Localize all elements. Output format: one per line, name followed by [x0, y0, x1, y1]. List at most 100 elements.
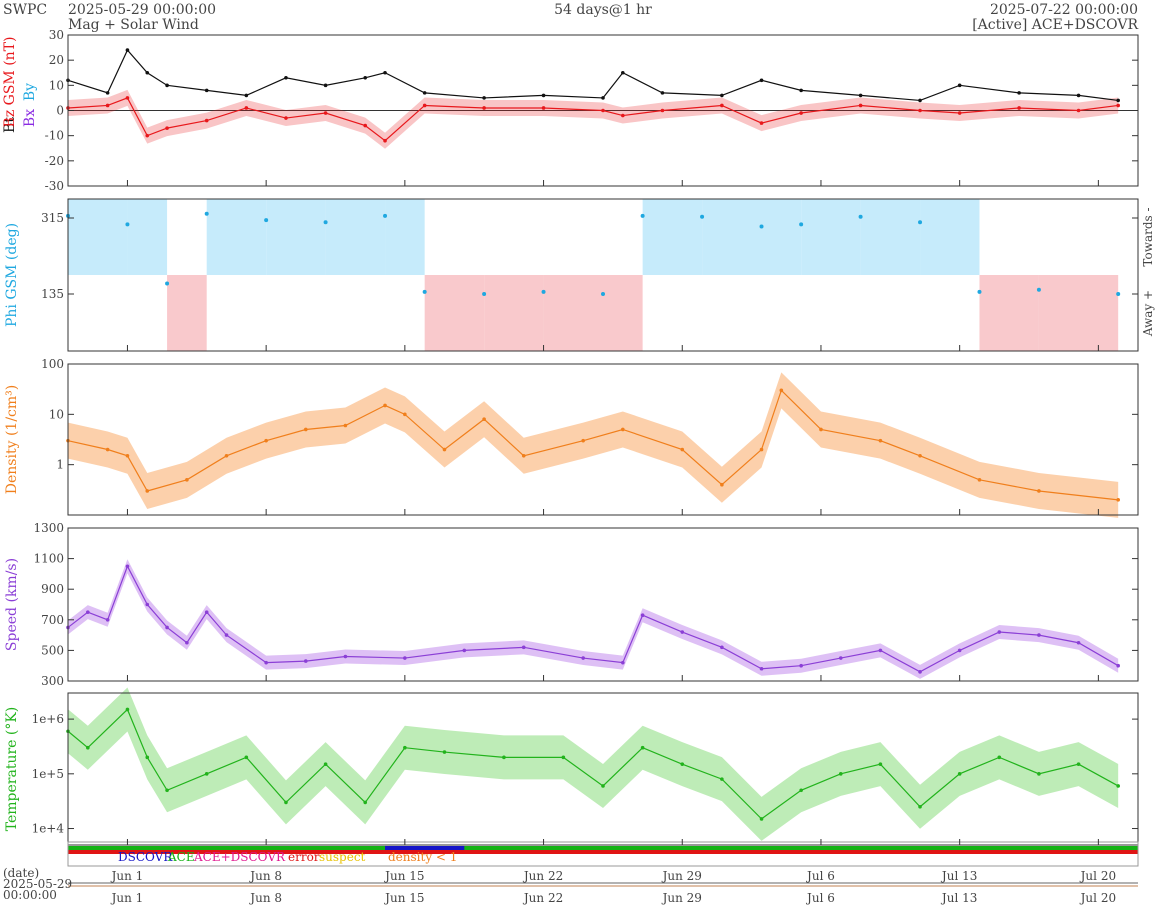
speed-series-point	[1076, 640, 1081, 645]
date-axis-label: (date)	[3, 866, 39, 880]
speed-series-line	[67, 564, 1119, 673]
speed-series-point	[581, 656, 585, 660]
span-label: 54 days@1 hr	[554, 2, 652, 18]
bz-series-point	[165, 126, 169, 130]
status-frame	[67, 841, 1139, 867]
temperature-series-point	[1037, 772, 1041, 776]
x-tick-lower-2: Jun 15	[383, 891, 424, 905]
bz-series-point	[422, 103, 427, 108]
bz-series-point	[1076, 108, 1081, 113]
bz-series-point	[1116, 103, 1120, 108]
density-envelope	[68, 372, 1119, 518]
speed-series-point	[165, 625, 169, 630]
phi-point	[422, 289, 427, 294]
legend-density-lt1: density < 1	[388, 850, 457, 864]
bz-envelope	[68, 89, 1119, 149]
x-tick-lower-0: Jun 1	[110, 891, 144, 905]
speed-series-point	[838, 656, 843, 660]
bt-series-point	[204, 88, 209, 93]
mag-ytick-4: -10	[45, 129, 64, 143]
phi-sector-band	[860, 199, 921, 275]
temperature-series-point	[244, 755, 249, 760]
bt-series-point	[799, 88, 803, 93]
density-series-point	[1037, 489, 1041, 493]
temperature-series-point	[561, 755, 566, 760]
phi-ylabel: Phi GSM (deg)	[4, 223, 20, 327]
bt-series-point	[621, 70, 625, 75]
density-series-point	[105, 447, 110, 452]
date-axis-date: 2025-05-29	[3, 877, 72, 891]
phi-point	[264, 218, 269, 223]
spacecraft-label: [Active] ACE+DSCOVR	[972, 17, 1138, 33]
mag-ytick-1: 20	[49, 53, 64, 67]
bt-series-point	[363, 75, 368, 80]
bt-series-point	[125, 48, 130, 52]
temperature-ytick-1: 1e+5	[32, 767, 64, 781]
temperature-series-point	[323, 762, 328, 766]
bt-series-point	[601, 96, 605, 100]
bz-series-point	[759, 121, 764, 125]
x-tick-lower-3: Jun 22	[522, 891, 563, 905]
bz-series-point	[799, 111, 803, 115]
x-tick-upper-3: Jun 22	[522, 869, 563, 883]
density-series-point	[918, 454, 922, 458]
speed-series-point	[759, 666, 764, 671]
phi-sector-band	[1038, 275, 1119, 351]
bz-series-point	[244, 106, 249, 110]
speed-ytick-1: 1100	[33, 552, 64, 566]
phi-sector-band	[68, 199, 128, 275]
temperature-series-point	[363, 800, 368, 805]
temperature-series-point	[720, 777, 724, 781]
bz-series-point	[383, 138, 387, 143]
x-tick-upper-2: Jun 15	[383, 869, 424, 883]
bt-series-point	[244, 93, 249, 98]
phi-sector-band	[424, 275, 485, 351]
status-ace-strip	[68, 846, 1138, 850]
density-series-point	[621, 427, 625, 432]
x-axis: Jun 1 Jun 1 Jun 8 Jun 8 Jun 15 Jun 15 Jun 22 Ju…	[68, 180, 1138, 905]
density-series-line	[67, 389, 1119, 501]
phi-point	[482, 292, 487, 296]
bz-series-point	[720, 103, 724, 108]
density-series-point	[442, 447, 447, 452]
legend-dscovr: DSCOVR	[118, 850, 173, 864]
speed-series-point	[1116, 663, 1120, 668]
temperature-series-point	[125, 707, 130, 712]
mag-ytick-5: -20	[45, 154, 64, 168]
temperature-series-point	[403, 745, 407, 750]
bt-series-point	[165, 83, 169, 88]
phi-sector-band	[979, 275, 1039, 351]
phi-panel-frame	[67, 198, 1139, 352]
bz-series-point	[105, 103, 110, 108]
speed-series-point	[720, 645, 724, 650]
density-series-point	[185, 478, 189, 482]
legend-error: error	[288, 850, 320, 864]
density-series-point	[383, 403, 387, 408]
mag-ytick-3: 0	[56, 104, 64, 118]
bz-series-point	[284, 116, 288, 120]
speed-series-point	[264, 660, 268, 665]
bt-series-point	[957, 83, 962, 88]
phi-point	[1116, 292, 1121, 296]
speed-series-point	[145, 602, 150, 607]
x-tick-upper-6: Jul 13	[940, 869, 977, 883]
subtitle: Mag + Solar Wind	[68, 17, 199, 33]
x-tick-upper-4: Jun 29	[661, 869, 702, 883]
speed-series-point	[680, 630, 685, 634]
speed-ytick-2: 900	[41, 582, 64, 596]
temperature-ytick-2: 1e+4	[32, 822, 65, 836]
phi-sector-band	[801, 199, 861, 275]
density-series-point	[264, 438, 268, 443]
speed-ytick-0: 1300	[33, 521, 64, 535]
bt-series-point	[284, 75, 288, 80]
phi-point	[601, 292, 605, 296]
legend-ace: ACE	[167, 850, 195, 864]
density-series-point	[779, 388, 784, 393]
start-time: 2025-05-29 00:00:00	[68, 2, 216, 18]
phi-ytick-1: 135	[41, 287, 64, 301]
x-tick-upper-0: Jun 1	[110, 869, 144, 883]
phi-point	[383, 213, 388, 218]
temperature-series-point	[680, 762, 685, 766]
speed-series-point	[521, 645, 526, 650]
x-tick-lower-6: Jul 13	[940, 891, 977, 905]
